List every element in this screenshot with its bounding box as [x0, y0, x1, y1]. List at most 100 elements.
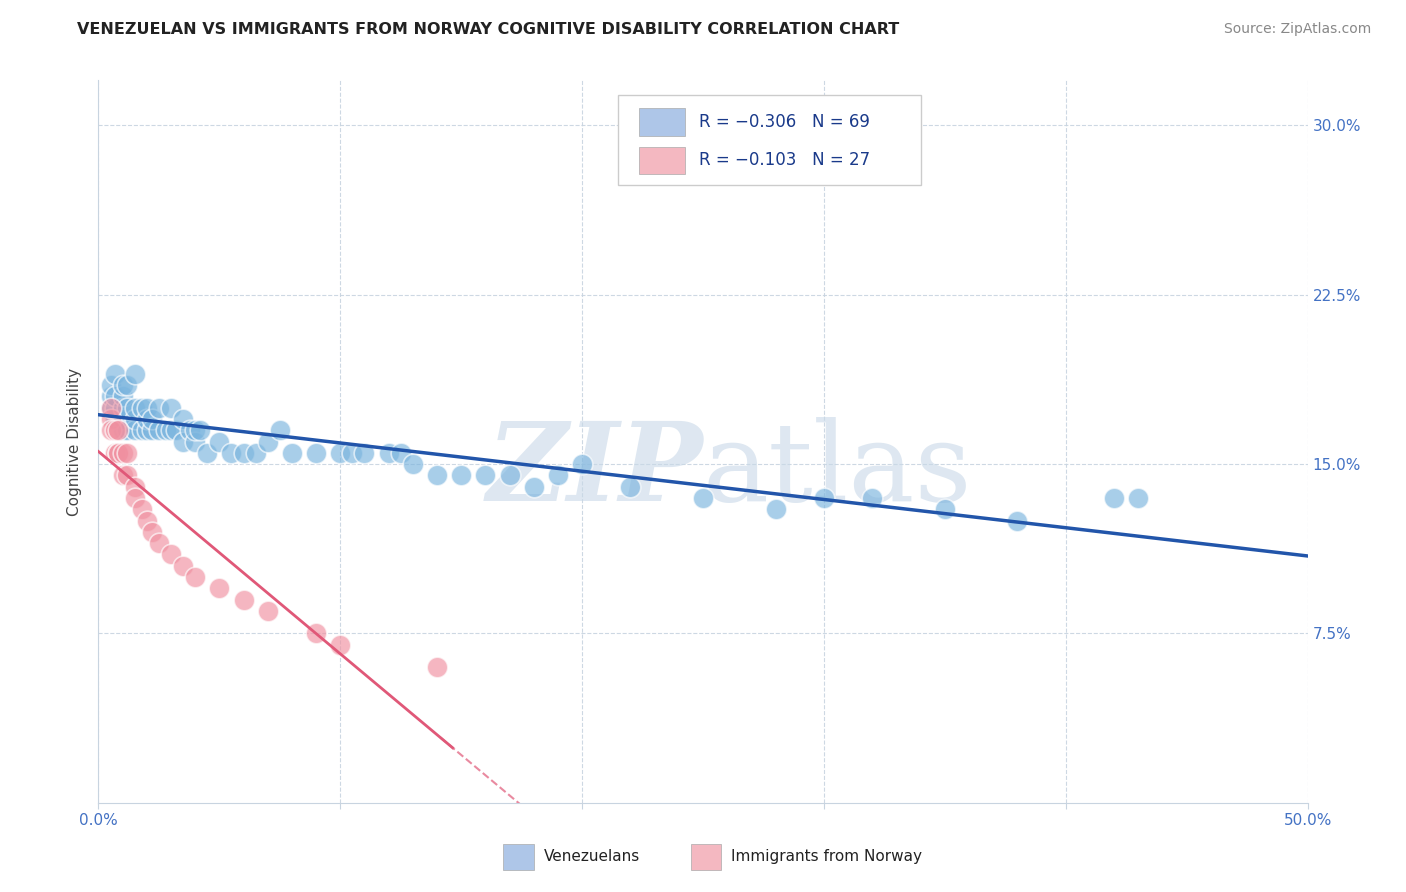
Point	[389, 446, 412, 460]
Point	[111, 468, 134, 483]
Point	[329, 446, 352, 460]
Text: R = −0.306   N = 69: R = −0.306 N = 69	[699, 113, 870, 131]
Point	[104, 401, 127, 415]
Bar	[503, 844, 534, 870]
Point	[692, 491, 714, 505]
Point	[860, 491, 883, 505]
Point	[131, 502, 153, 516]
Point	[124, 367, 146, 381]
Point	[100, 401, 122, 415]
Point	[188, 423, 211, 437]
Point	[353, 446, 375, 460]
Point	[172, 412, 194, 426]
Point	[523, 480, 546, 494]
Point	[232, 446, 254, 460]
Bar	[690, 844, 721, 870]
Point	[342, 446, 364, 460]
Point	[100, 378, 122, 392]
Point	[100, 412, 122, 426]
Bar	[638, 109, 685, 136]
Point	[329, 638, 352, 652]
Point	[104, 389, 127, 403]
Y-axis label: Cognitive Disability: Cognitive Disability	[67, 368, 83, 516]
Point	[256, 434, 278, 449]
Point	[305, 446, 328, 460]
Point	[111, 378, 134, 392]
Point	[155, 423, 177, 437]
Point	[221, 446, 243, 460]
Text: Immigrants from Norway: Immigrants from Norway	[731, 849, 922, 863]
Point	[165, 423, 187, 437]
Point	[104, 367, 127, 381]
Point	[195, 446, 218, 460]
Bar	[638, 147, 685, 174]
Point	[184, 570, 207, 584]
Point	[100, 389, 122, 403]
FancyBboxPatch shape	[619, 95, 921, 185]
Point	[232, 592, 254, 607]
Point	[117, 446, 139, 460]
Point	[305, 626, 328, 640]
Point	[111, 412, 134, 426]
Point	[124, 412, 146, 426]
Point	[377, 446, 399, 460]
Point	[135, 401, 157, 415]
Text: Source: ZipAtlas.com: Source: ZipAtlas.com	[1223, 22, 1371, 37]
Point	[172, 434, 194, 449]
Point	[148, 536, 170, 550]
Point	[498, 468, 520, 483]
Point	[124, 401, 146, 415]
Point	[450, 468, 472, 483]
Point	[474, 468, 496, 483]
Point	[135, 423, 157, 437]
Point	[135, 412, 157, 426]
Point	[124, 491, 146, 505]
Point	[160, 423, 183, 437]
Point	[208, 582, 231, 596]
Point	[117, 468, 139, 483]
Point	[141, 412, 163, 426]
Point	[107, 446, 129, 460]
Point	[111, 423, 134, 437]
Point	[141, 423, 163, 437]
Point	[107, 423, 129, 437]
Point	[107, 446, 129, 460]
Point	[124, 423, 146, 437]
Point	[160, 401, 183, 415]
Point	[179, 423, 201, 437]
Point	[1102, 491, 1125, 505]
Point	[104, 412, 127, 426]
Point	[104, 446, 127, 460]
Text: VENEZUELAN VS IMMIGRANTS FROM NORWAY COGNITIVE DISABILITY CORRELATION CHART: VENEZUELAN VS IMMIGRANTS FROM NORWAY COG…	[77, 22, 900, 37]
Point	[1007, 514, 1029, 528]
Point	[619, 480, 641, 494]
Point	[184, 423, 207, 437]
Point	[131, 401, 153, 415]
Point	[571, 457, 593, 471]
Point	[104, 423, 127, 437]
Point	[124, 480, 146, 494]
Point	[765, 502, 787, 516]
Point	[148, 423, 170, 437]
Point	[100, 401, 122, 415]
Point	[100, 423, 122, 437]
Point	[402, 457, 425, 471]
Point	[426, 660, 449, 674]
Text: Venezuelans: Venezuelans	[543, 849, 640, 863]
Point	[172, 558, 194, 573]
Point	[813, 491, 835, 505]
Point	[1128, 491, 1150, 505]
Text: atlas: atlas	[703, 417, 973, 524]
Point	[131, 423, 153, 437]
Text: ZIP: ZIP	[486, 417, 703, 524]
Point	[111, 446, 134, 460]
Point	[117, 378, 139, 392]
Point	[184, 434, 207, 449]
Point	[281, 446, 304, 460]
Point	[111, 389, 134, 403]
Point	[208, 434, 231, 449]
Point	[160, 548, 183, 562]
Text: R = −0.103   N = 27: R = −0.103 N = 27	[699, 152, 870, 169]
Point	[269, 423, 291, 437]
Point	[111, 401, 134, 415]
